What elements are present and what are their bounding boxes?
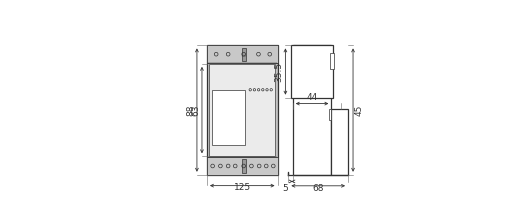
Bar (242, 159, 246, 173)
Bar (207, 157, 278, 175)
Bar (331, 109, 348, 175)
Bar (211, 90, 245, 145)
Bar (293, 46, 331, 175)
Text: 63: 63 (191, 104, 200, 116)
Text: 125: 125 (234, 183, 251, 192)
Text: 88: 88 (186, 104, 195, 116)
Bar (208, 63, 277, 157)
Bar (207, 46, 278, 175)
Text: 68: 68 (313, 184, 324, 193)
Text: 44: 44 (306, 93, 317, 102)
Bar (209, 64, 276, 156)
Bar (291, 46, 333, 98)
Bar (242, 48, 246, 61)
Bar (329, 109, 331, 120)
Bar (207, 46, 278, 63)
Text: 5: 5 (282, 184, 288, 193)
Bar (330, 53, 334, 69)
Text: 45: 45 (355, 104, 364, 116)
Text: 35.5: 35.5 (275, 61, 284, 82)
